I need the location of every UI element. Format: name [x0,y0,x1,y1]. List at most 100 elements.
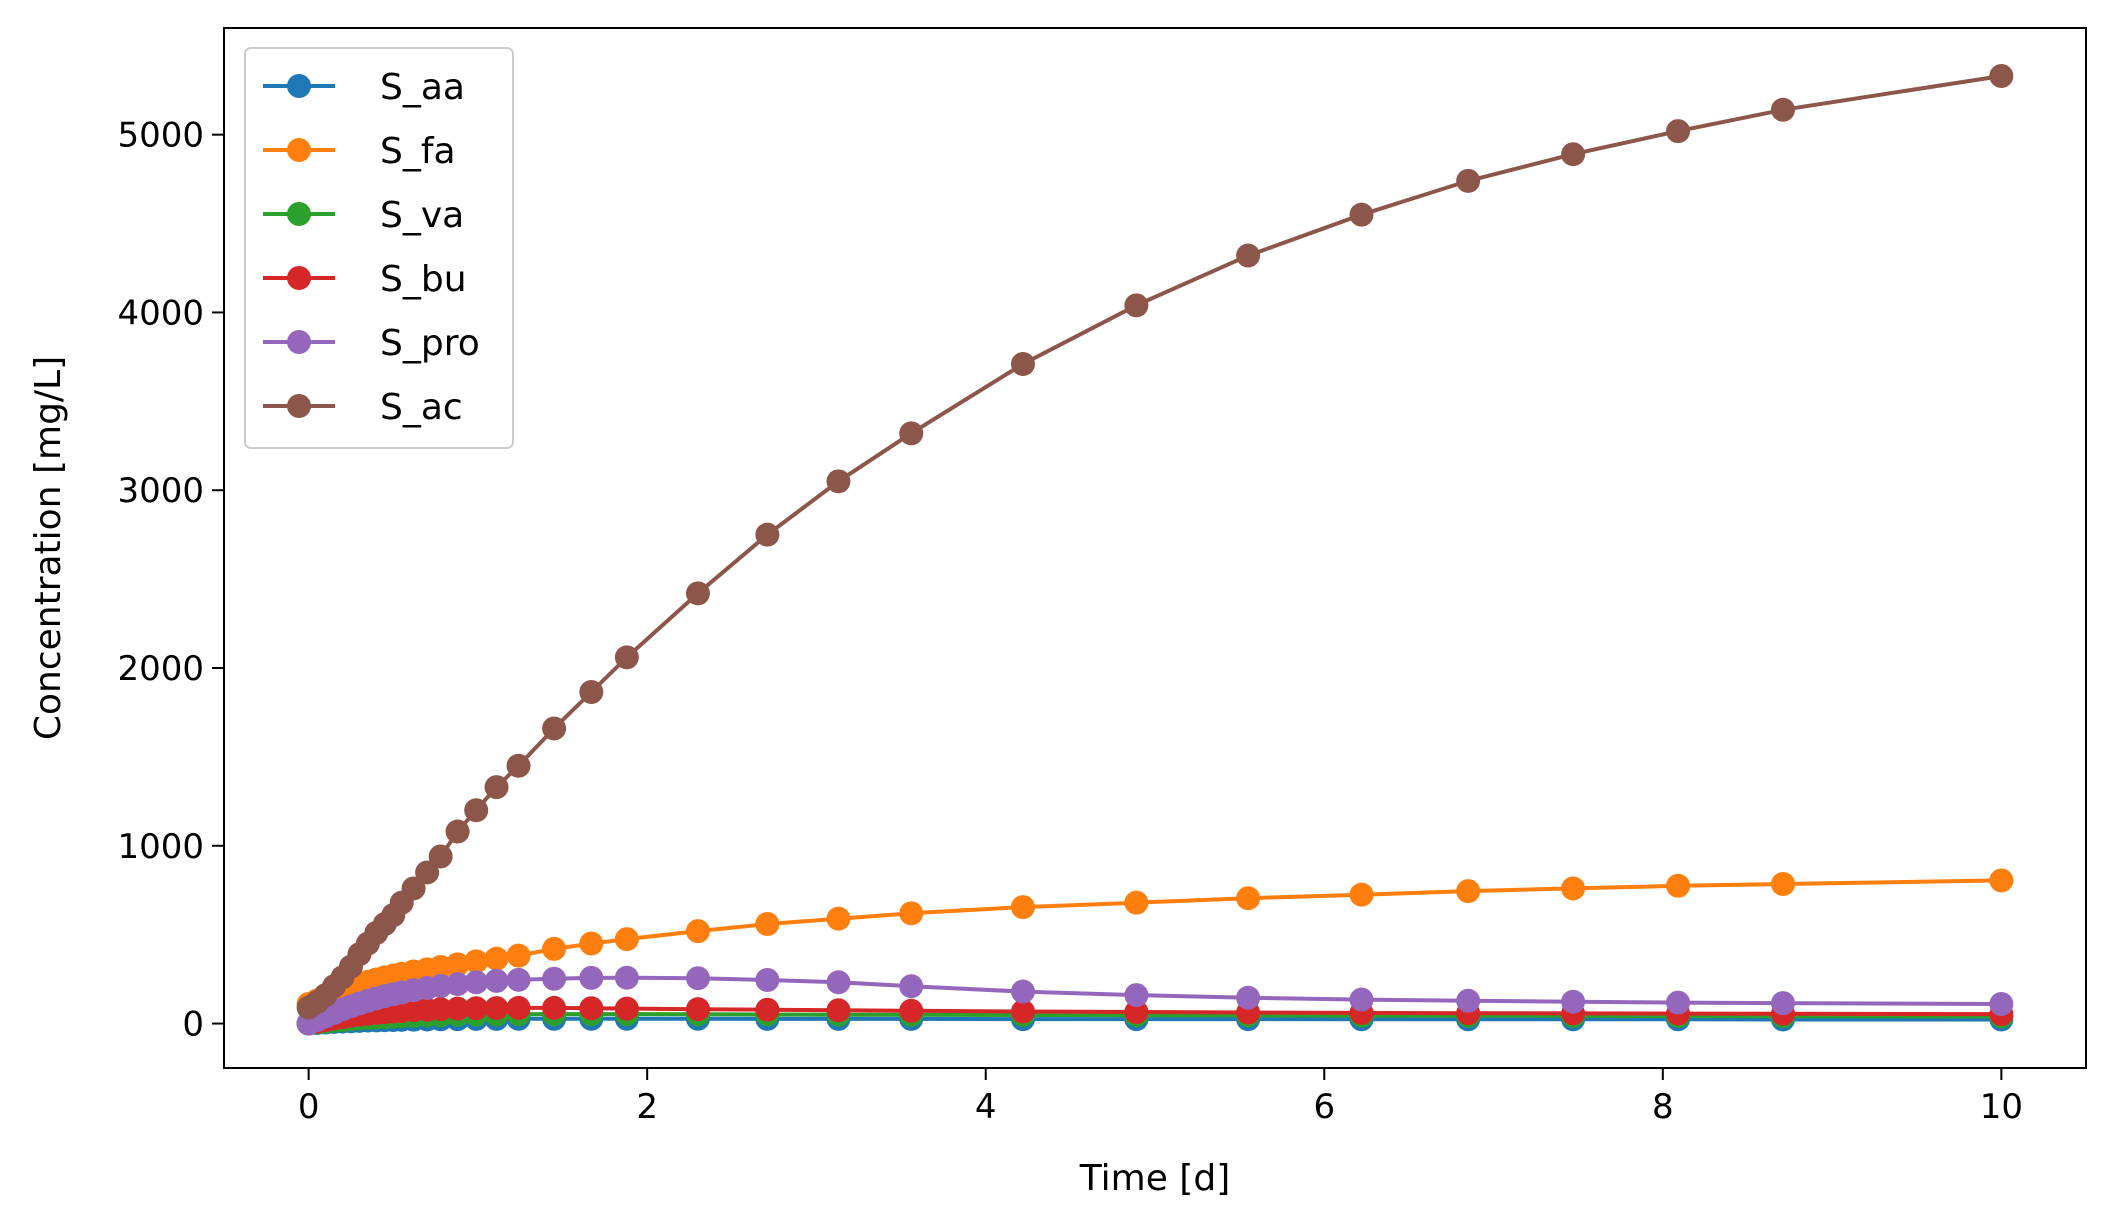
data-point-s-ac [464,798,489,823]
legend-label: S_aa [380,67,465,108]
data-point-s-fa [464,949,489,974]
legend-box [244,47,514,449]
data-point-s-pro [1349,987,1374,1012]
legend-label: S_fa [380,131,456,172]
data-point-s-fa [755,912,780,936]
x-tick-label: 2 [636,1087,658,1127]
data-point-s-pro [685,966,710,991]
series-s-ac [296,64,2014,1020]
data-point-s-ac [1010,352,1035,376]
x-tick-label: 0 [298,1087,320,1127]
data-point-s-fa [826,906,851,931]
x-tick-label: 4 [975,1087,997,1127]
x-axis-ticks: 0 2 4 6 8 10 [298,1068,2023,1127]
y-tick-label: 3000 [117,471,204,511]
data-point-s-pro [1124,983,1149,1008]
data-point-s-bu [445,996,470,1021]
data-point-s-fa [1010,895,1035,920]
data-point-s-ac [579,680,604,704]
x-axis-label: Time [d] [1079,1158,1231,1199]
x-tick-label: 8 [1652,1087,1674,1127]
data-point-s-ac [685,581,710,606]
data-point-s-bu [899,998,924,1023]
legend-entry-s-pro: S_pro [263,323,480,364]
data-point-s-ac [1349,202,1374,227]
data-point-s-pro [1989,992,2014,1016]
data-point-s-fa [1124,890,1149,915]
data-point-s-pro [1456,988,1481,1013]
data-point-s-fa [579,931,604,956]
data-point-s-ac [614,645,639,670]
data-point-s-ac [428,844,453,869]
data-point-s-bu [755,997,780,1022]
data-point-s-pro [1771,991,1796,1016]
data-point-s-bu [579,996,604,1021]
legend-label: S_pro [380,323,480,364]
legend-entry-s-aa: S_aa [263,67,465,108]
data-point-s-ac [1666,119,1691,144]
plot-frame [223,27,2087,1069]
data-point-s-bu [614,996,639,1021]
data-point-s-ac [542,716,567,741]
data-point-s-fa [1561,876,1586,901]
data-point-s-pro [542,966,567,991]
data-point-s-fa [484,946,509,971]
data-point-s-pro [445,972,470,997]
data-point-s-bu [1124,1000,1149,1024]
legend-marker [287,138,311,162]
data-point-s-bu [685,997,710,1022]
data-point-s-bu [428,997,453,1022]
data-point-s-ac [445,819,470,844]
data-point-s-pro [1010,979,1035,1004]
y-tick-label: 0 [182,1005,204,1045]
legend-label: S_va [380,195,464,236]
data-point-s-pro [506,967,531,992]
data-point-s-pro [614,965,639,990]
legend-label: S_bu [380,259,467,300]
data-point-s-bu [464,996,489,1021]
legend-entry-s-va: S_va [263,195,464,236]
data-point-s-ac [1124,293,1149,318]
legend-entry-s-fa: S_fa [263,131,456,172]
x-tick-label: 10 [1980,1087,2023,1127]
legend-entry-s-ac: S_ac [263,387,463,428]
legend-marker [287,266,311,290]
series-s-pro [296,965,2014,1036]
y-tick-label: 4000 [117,293,204,333]
y-axis-ticks: 0 1000 2000 3000 4000 5000 [117,116,224,1045]
data-point-s-pro [899,974,924,999]
data-point-s-pro [826,970,851,995]
series-layer [296,64,2014,1036]
data-point-s-bu [484,996,509,1021]
data-point-s-bu [506,995,531,1020]
data-point-s-ac [755,522,780,547]
data-point-s-pro [579,965,604,990]
data-point-s-fa [542,936,567,961]
data-point-s-fa [1456,879,1481,904]
data-point-s-fa [1666,873,1691,898]
data-point-s-bu [542,995,567,1020]
data-point-s-fa [1236,886,1261,911]
data-point-s-bu [1010,999,1035,1024]
data-point-s-fa [1771,872,1796,896]
data-point-s-fa [445,952,470,977]
legend-label: S_ac [380,387,463,428]
data-point-s-ac [1771,97,1796,122]
data-point-s-ac [826,469,851,494]
data-point-s-pro [1666,990,1691,1015]
data-point-s-ac [401,876,426,901]
data-point-s-pro [1561,989,1586,1014]
legend: S_aa S_fa S_va S_bu S_pro S_ac [244,47,514,449]
data-point-s-fa [506,943,531,968]
y-axis-label: Concentration [mg/L] [28,356,69,740]
data-point-s-ac [1456,168,1481,193]
data-point-s-ac [1236,243,1261,268]
data-point-s-ac [506,753,531,778]
data-point-s-fa [614,927,639,952]
data-point-s-ac [1989,64,2014,88]
legend-marker [287,394,311,418]
legend-marker [287,202,311,226]
data-point-s-pro [755,968,780,992]
legend-marker [287,330,311,354]
